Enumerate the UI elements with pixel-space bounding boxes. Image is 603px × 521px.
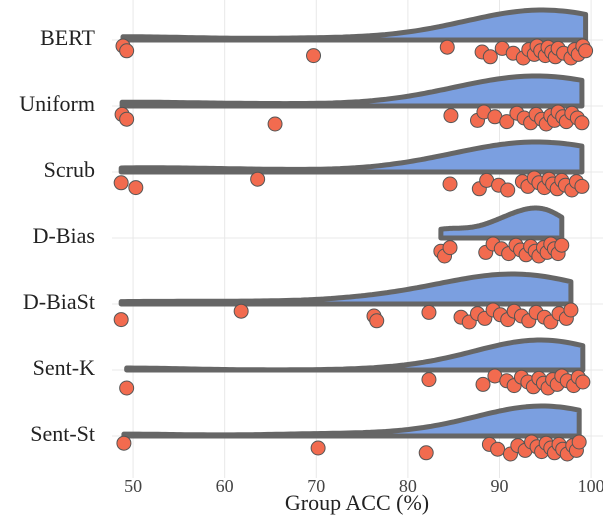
y-tick-label: BERT	[40, 25, 95, 50]
point	[421, 304, 437, 320]
point	[442, 176, 458, 192]
point	[119, 43, 135, 59]
point	[475, 376, 491, 392]
y-tick-label: Uniform	[19, 91, 95, 116]
point	[113, 175, 129, 191]
point	[439, 39, 455, 55]
point	[310, 440, 326, 456]
point	[554, 237, 570, 253]
x-tick-label: 70	[307, 476, 325, 496]
point	[482, 49, 498, 65]
point	[306, 48, 322, 64]
density	[119, 73, 585, 109]
x-tick-label: 80	[399, 476, 417, 496]
point	[571, 434, 587, 450]
point	[250, 171, 266, 187]
point	[421, 372, 437, 388]
point	[233, 303, 249, 319]
density	[438, 205, 565, 241]
density	[120, 7, 589, 43]
point	[128, 180, 144, 196]
point	[574, 178, 590, 194]
point	[563, 302, 579, 318]
point	[578, 43, 594, 59]
density	[118, 271, 574, 307]
point	[418, 445, 434, 461]
point	[113, 312, 129, 328]
point	[119, 380, 135, 396]
x-tick-label: 90	[490, 476, 508, 496]
x-tick-label: 60	[216, 476, 234, 496]
y-tick-label: Scrub	[44, 157, 95, 182]
density	[124, 337, 586, 373]
point	[442, 240, 458, 256]
point	[443, 108, 459, 124]
x-tick-label: 50	[124, 476, 142, 496]
point	[267, 116, 283, 132]
point	[369, 313, 385, 329]
x-axis-title: Group ACC (%)	[285, 490, 429, 515]
y-tick-label: D-Bias	[33, 223, 95, 248]
density	[118, 139, 585, 175]
point	[116, 435, 132, 451]
y-tick-label: Sent-St	[30, 421, 95, 446]
y-tick-label: D-BiaSt	[23, 289, 95, 314]
point	[575, 374, 591, 390]
point	[500, 182, 516, 198]
y-tick-label: Sent-K	[33, 355, 95, 380]
point	[490, 441, 506, 457]
point	[119, 111, 135, 127]
density	[121, 403, 582, 439]
point	[574, 115, 590, 131]
point	[499, 114, 515, 130]
x-tick-label: 100	[578, 476, 603, 496]
